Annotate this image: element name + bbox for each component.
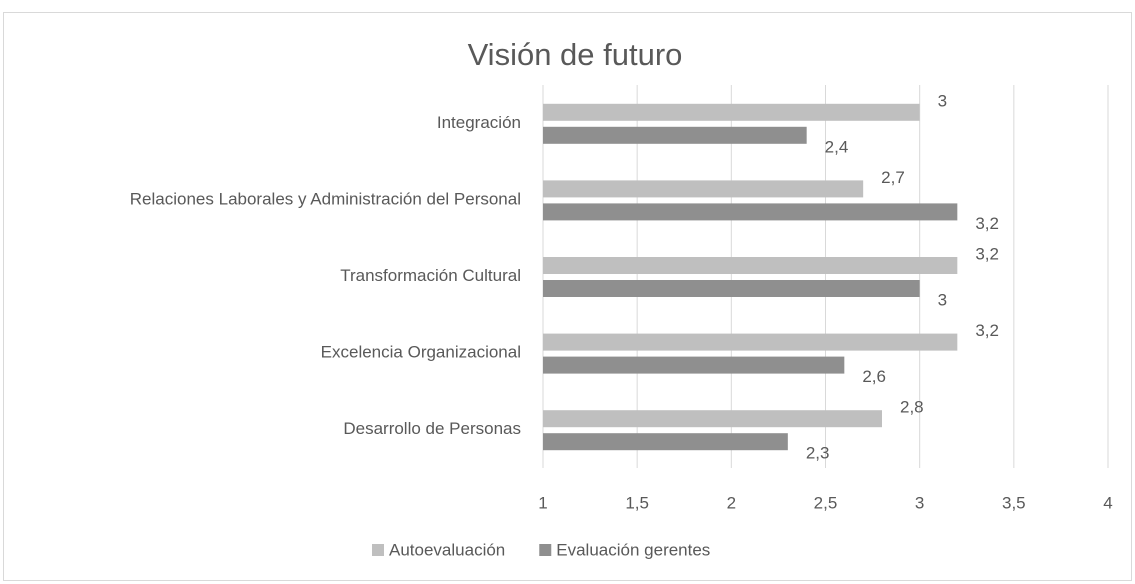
data-label: 2,3 <box>806 444 830 463</box>
y-tick-label: Integración <box>437 113 521 132</box>
bar <box>543 433 788 451</box>
data-label: 2,7 <box>881 168 905 187</box>
y-tick-label: Relaciones Laborales y Administración de… <box>130 189 521 208</box>
x-tick-label: 3 <box>915 493 924 512</box>
y-tick-label: Desarrollo de Personas <box>343 419 521 438</box>
legend-label: Evaluación gerentes <box>556 540 710 559</box>
legend-label: Autoevaluación <box>389 540 505 559</box>
data-label: 3,2 <box>975 321 999 340</box>
x-tick-label: 1 <box>538 493 547 512</box>
bar <box>543 257 958 274</box>
data-label: 3 <box>938 91 947 110</box>
bar <box>543 333 958 351</box>
bar <box>543 410 882 428</box>
data-label: 3,2 <box>975 244 999 263</box>
x-tick-label: 1,5 <box>625 493 649 512</box>
legend-swatch <box>539 544 552 556</box>
x-tick-label: 2,5 <box>814 493 838 512</box>
bar <box>543 356 845 374</box>
y-tick-label: Excelencia Organizacional <box>321 343 521 362</box>
legend-swatch <box>372 544 384 556</box>
data-label: 2,6 <box>862 367 886 386</box>
data-label: 2,4 <box>825 137 849 156</box>
bar <box>543 126 807 144</box>
bar <box>543 180 864 198</box>
bar <box>543 203 958 221</box>
bar <box>543 103 920 121</box>
data-label: 3,2 <box>975 214 999 233</box>
y-tick-label: Transformación Cultural <box>340 266 521 285</box>
bar <box>543 280 920 297</box>
data-label: 3 <box>938 290 947 309</box>
x-tick-label: 3,5 <box>1002 493 1026 512</box>
chart-title: Visión de futuro <box>468 37 683 72</box>
data-label: 2,8 <box>900 398 924 417</box>
x-tick-label: 4 <box>1103 493 1112 512</box>
x-tick-label: 2 <box>727 493 736 512</box>
